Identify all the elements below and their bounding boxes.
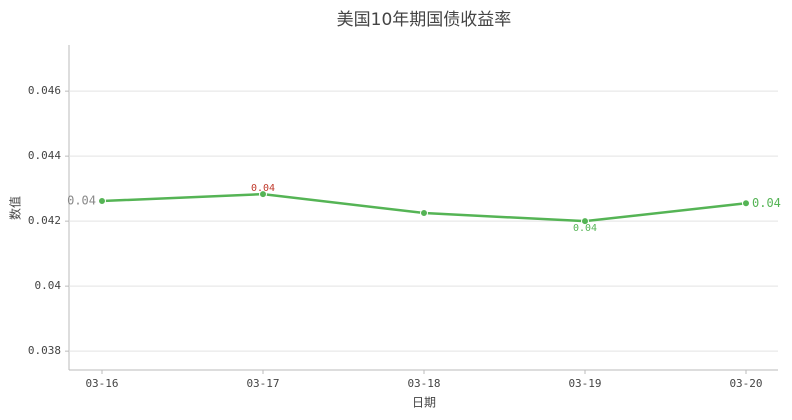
point [420,209,428,218]
x-axis-label: 日期 [412,396,436,410]
x-tick-label: 03-19 [568,377,601,390]
x-tick-label: 03-16 [85,377,118,390]
y-axis-label: 数值 [8,196,23,220]
data-label: 0.04 [752,196,781,210]
y-tick-label: 0.038 [28,344,61,357]
point [581,217,589,226]
x-tick-label: 03-20 [729,377,762,390]
x-tick-label: 03-18 [407,377,440,390]
data-label: 0.04 [251,183,275,194]
y-tick-label: 0.044 [28,149,61,162]
y-tick-label: 0.042 [28,214,61,227]
point [98,197,106,205]
data-label: 0.04 [573,223,597,234]
line [101,192,747,223]
x-tick-label: 03-17 [246,377,279,390]
point [742,199,750,208]
data-label: 0.04 [67,194,96,208]
y-tick-label: 0.046 [28,84,61,97]
y-tick-label: 0.04 [35,279,62,292]
point [259,190,267,199]
chart-title: 美国10年期国债收益率 [337,10,512,30]
